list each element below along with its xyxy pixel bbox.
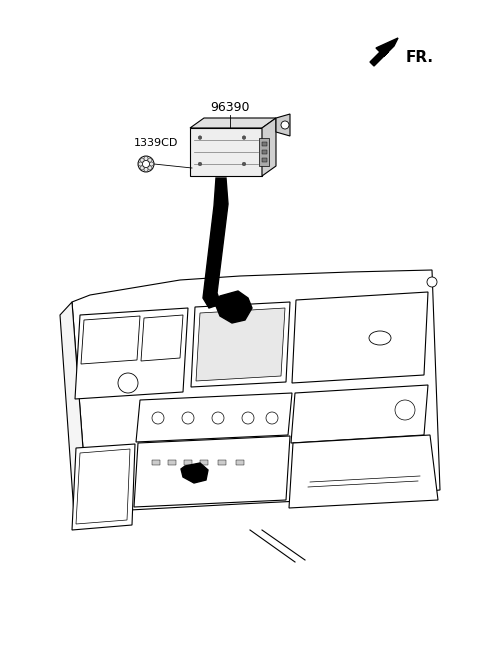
Polygon shape — [276, 114, 290, 136]
Circle shape — [242, 412, 254, 424]
Polygon shape — [141, 315, 183, 361]
Polygon shape — [72, 444, 135, 530]
Polygon shape — [191, 302, 290, 387]
Circle shape — [140, 166, 144, 170]
Bar — [236, 460, 244, 465]
Circle shape — [427, 277, 437, 287]
Polygon shape — [72, 270, 440, 515]
Polygon shape — [75, 308, 188, 399]
Bar — [218, 460, 226, 465]
Polygon shape — [196, 308, 285, 381]
Polygon shape — [291, 385, 428, 443]
Circle shape — [140, 158, 144, 162]
Polygon shape — [60, 302, 88, 528]
Circle shape — [281, 121, 289, 129]
Circle shape — [149, 162, 154, 166]
Polygon shape — [134, 436, 290, 507]
Circle shape — [182, 412, 194, 424]
Polygon shape — [81, 316, 140, 364]
Circle shape — [266, 412, 278, 424]
Bar — [262, 158, 267, 162]
Polygon shape — [190, 118, 276, 128]
Polygon shape — [190, 128, 262, 176]
Circle shape — [212, 412, 224, 424]
Text: 1339CD: 1339CD — [134, 138, 179, 148]
Text: 96390: 96390 — [210, 101, 250, 114]
Polygon shape — [262, 118, 276, 176]
Circle shape — [152, 412, 164, 424]
Polygon shape — [289, 435, 438, 508]
Circle shape — [138, 156, 154, 172]
Circle shape — [242, 136, 246, 140]
Polygon shape — [136, 393, 292, 442]
Bar — [168, 460, 176, 465]
Circle shape — [395, 400, 415, 420]
Text: FR.: FR. — [406, 50, 434, 66]
Bar — [262, 150, 267, 154]
Circle shape — [242, 162, 246, 166]
Circle shape — [139, 162, 143, 166]
Ellipse shape — [369, 331, 391, 345]
Polygon shape — [292, 292, 428, 383]
Circle shape — [198, 162, 202, 166]
Polygon shape — [203, 178, 228, 308]
Circle shape — [148, 158, 152, 162]
Polygon shape — [76, 449, 130, 524]
Circle shape — [144, 157, 148, 160]
Circle shape — [148, 166, 152, 170]
Polygon shape — [216, 291, 252, 323]
Bar — [262, 142, 267, 146]
Circle shape — [144, 168, 148, 172]
Bar — [152, 460, 160, 465]
Bar — [259, 138, 269, 166]
Circle shape — [143, 160, 149, 168]
Polygon shape — [370, 38, 398, 66]
Circle shape — [198, 136, 202, 140]
Circle shape — [118, 373, 138, 393]
Bar — [184, 460, 192, 465]
Polygon shape — [181, 463, 208, 483]
Bar — [200, 460, 208, 465]
